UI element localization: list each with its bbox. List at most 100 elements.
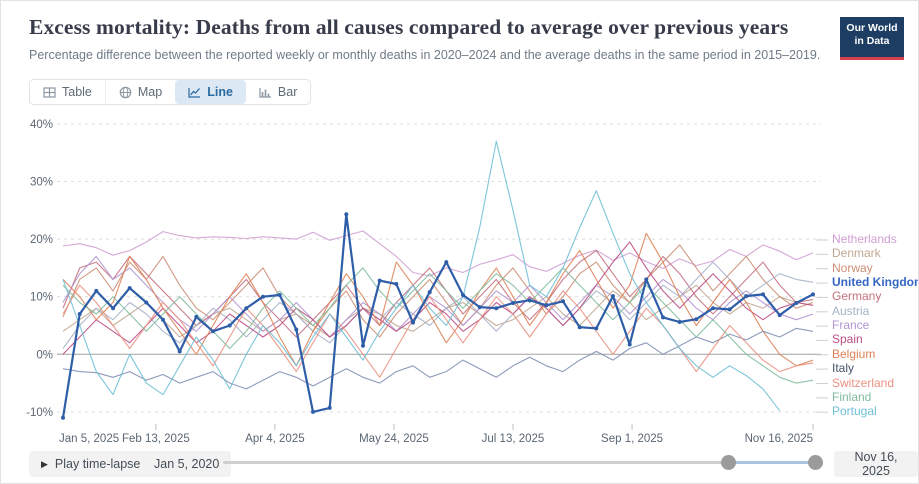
series-line-switzerland[interactable] (62, 284, 814, 378)
data-point-marker (561, 299, 565, 304)
series-line-spain[interactable] (62, 241, 814, 355)
line-chart-icon (188, 87, 201, 98)
data-point-marker (427, 290, 432, 295)
data-point-marker (394, 282, 399, 286)
timeline-slider-track[interactable] (223, 455, 823, 470)
series-line-norway[interactable] (62, 244, 814, 338)
data-point-marker (577, 325, 582, 330)
data-point-marker (594, 326, 599, 331)
data-point-marker (377, 278, 382, 283)
legend-item-italy[interactable]: Italy (832, 361, 855, 375)
play-icon: ▶ (41, 458, 48, 469)
legend-item-netherlands[interactable]: Netherlands (832, 232, 897, 246)
play-timelapse-label: Play time-lapse (54, 457, 141, 471)
data-point-marker (661, 315, 665, 320)
data-point-marker (611, 294, 615, 299)
data-point-marker (677, 320, 682, 324)
series-line-netherlands[interactable] (62, 230, 814, 277)
tab-line[interactable]: Line (175, 80, 246, 104)
data-point-marker (344, 212, 349, 217)
legend-item-switzerland[interactable]: Switzerland (832, 376, 895, 390)
tab-bar[interactable]: Bar (246, 80, 310, 104)
legend-item-portugal[interactable]: Portugal (832, 404, 877, 418)
legend-item-united-kingdom[interactable]: United Kingdom (832, 275, 919, 289)
data-point-marker (694, 317, 699, 322)
data-point-marker (327, 405, 332, 410)
owid-logo-line2: in Data (854, 35, 890, 47)
x-axis-tick-label: Feb 13, 2025 (122, 433, 190, 445)
x-axis-tick-label: Nov 16, 2025 (745, 433, 813, 445)
page-title: Excess mortality: Deaths from all causes… (29, 15, 789, 39)
data-point-marker (794, 301, 799, 305)
data-point-marker (627, 342, 632, 347)
y-axis-tick-label: 40% (30, 119, 53, 131)
owid-logo[interactable]: Our World in Data (840, 17, 904, 60)
legend-item-norway[interactable]: Norway (832, 261, 873, 275)
data-point-marker (127, 286, 132, 291)
timeline-slider-handle-start[interactable] (721, 455, 736, 470)
legend-item-belgium[interactable]: Belgium (832, 347, 876, 361)
legend-item-finland[interactable]: Finland (832, 390, 872, 404)
bar-chart-icon (259, 87, 271, 98)
series-line-italy[interactable] (62, 327, 814, 390)
data-point-marker (644, 277, 649, 282)
globe-icon (119, 86, 132, 98)
data-point-marker (177, 349, 182, 354)
legend-item-france[interactable]: France (832, 318, 870, 332)
tab-table[interactable]: Table (30, 80, 105, 104)
view-tabs: Table Map Line Bar (29, 79, 312, 105)
range-end-label: Nov 16, 2025 (854, 450, 898, 478)
series-line-united-kingdom[interactable] (61, 213, 814, 418)
tab-table-label: Table (62, 85, 92, 99)
owid-logo-line1: Our World (846, 22, 898, 34)
tab-map[interactable]: Map (104, 80, 175, 104)
tab-bar-label: Bar (277, 85, 298, 99)
data-point-marker (77, 312, 82, 316)
data-point-marker (244, 306, 249, 311)
data-point-marker (294, 327, 299, 332)
data-point-marker (61, 415, 65, 420)
data-point-marker (411, 320, 415, 325)
x-axis-tick-label: Apr 4, 2025 (245, 433, 304, 445)
data-point-marker (477, 305, 482, 310)
data-point-marker (194, 314, 199, 319)
x-axis-tick-label: Jul 13, 2025 (482, 433, 545, 445)
series-line-finland[interactable] (62, 267, 814, 384)
series-line-germany[interactable] (62, 250, 814, 338)
data-point-marker (94, 288, 99, 293)
y-axis-tick-label: 30% (30, 177, 53, 189)
range-start-button[interactable]: Jan 5, 2020 (142, 451, 232, 477)
data-point-marker (211, 329, 215, 334)
chart-subtitle: Percentage difference between the report… (29, 48, 821, 62)
data-point-marker (744, 294, 749, 299)
legend-item-germany[interactable]: Germany (832, 289, 882, 303)
tab-map-label: Map (137, 85, 163, 99)
data-point-marker (261, 294, 265, 299)
data-point-marker (227, 323, 232, 328)
range-end-button[interactable]: Nov 16, 2025 (834, 450, 918, 478)
legend-item-denmark[interactable]: Denmark (832, 246, 881, 260)
y-axis-tick-label: 0% (36, 349, 53, 361)
series-line-belgium[interactable] (62, 232, 814, 367)
tab-line-label: Line (207, 85, 233, 99)
data-point-marker (711, 306, 715, 311)
x-axis-tick-label: May 24, 2025 (359, 433, 429, 445)
legend-item-spain[interactable]: Spain (832, 332, 863, 346)
data-point-marker (727, 307, 732, 312)
x-axis-tick-label: Jan 5, 2025 (59, 433, 119, 445)
data-point-marker (444, 260, 449, 265)
timeline-slider-handle-end[interactable] (808, 455, 823, 470)
data-point-marker (777, 313, 782, 318)
data-point-marker (511, 301, 515, 305)
series-line-portugal[interactable] (62, 140, 781, 412)
data-point-marker (311, 409, 315, 414)
y-axis-tick-label: 10% (30, 292, 53, 304)
data-point-marker (544, 303, 549, 308)
data-point-marker (277, 293, 282, 297)
play-timelapse-button[interactable]: ▶ Play time-lapse (29, 451, 153, 477)
legend-item-austria[interactable]: Austria (832, 304, 870, 318)
y-axis-tick-label: 20% (30, 234, 53, 246)
